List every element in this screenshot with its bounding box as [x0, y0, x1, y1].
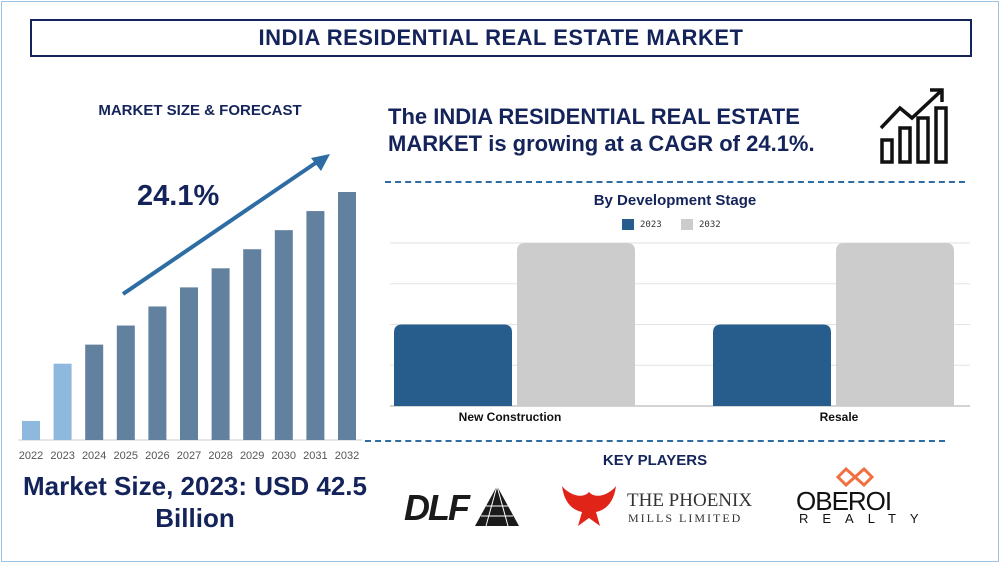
divider	[385, 181, 965, 183]
bar-2030	[274, 230, 293, 440]
year-label: 2023	[50, 450, 75, 462]
bar-2031	[306, 211, 325, 440]
divider	[365, 440, 945, 442]
growth-chart-icon	[879, 88, 948, 164]
category-label: Resale	[819, 410, 859, 424]
phoenix-logo-line2: MILLS LIMITED	[628, 511, 743, 525]
key-players-heading: KEY PLAYERS	[602, 452, 708, 469]
bar-2029	[243, 249, 262, 440]
bar-resale-2032	[836, 243, 954, 406]
cagr-headline: The INDIA RESIDENTIAL REAL ESTATE MARKET…	[388, 104, 815, 156]
phoenix-logo-line1: THE PHOENIX	[627, 490, 753, 511]
market-size-text: Market Size, 2023: USD 42.5 Billion	[23, 471, 367, 533]
year-label: 2025	[113, 450, 139, 462]
bar-2024	[85, 344, 104, 440]
oberoi-emblem-icon	[836, 467, 874, 487]
year-label: 2028	[208, 450, 233, 462]
cagr-annotation: 24.1%	[137, 180, 220, 212]
bar-2028	[211, 268, 230, 440]
forecast-chart	[18, 154, 362, 441]
bar-new-construction-2023	[394, 324, 512, 406]
year-label: 2024	[81, 450, 107, 462]
bar-new-construction-2032	[517, 243, 635, 406]
legend-label: 2032	[699, 219, 721, 230]
dlf-logo: DLF	[404, 487, 470, 528]
year-label: 2027	[176, 450, 202, 462]
year-label: 2030	[271, 450, 297, 462]
year-label: 2032	[334, 450, 360, 462]
bar-2022	[22, 420, 40, 440]
arrow-head	[311, 154, 330, 171]
bar-2032	[338, 192, 356, 440]
growth-arrow	[121, 158, 322, 296]
year-label: 2031	[303, 450, 328, 462]
dlf-triangle-icon	[475, 486, 519, 527]
bar-2026	[148, 306, 167, 440]
development-stage-chart	[390, 242, 970, 407]
bar-2023	[53, 363, 72, 440]
legend-item-2032: 2032	[681, 219, 721, 230]
year-label: 2029	[239, 450, 265, 462]
legend-swatch	[622, 219, 634, 230]
legend-swatch	[681, 219, 693, 230]
bar-2027	[180, 287, 198, 440]
page-title: INDIA RESIDENTIAL REAL ESTATE MARKET	[30, 19, 972, 57]
year-label: 2022	[18, 450, 44, 462]
category-label: New Construction	[458, 410, 562, 424]
legend-label: 2023	[640, 219, 662, 230]
bar-resale-2023	[713, 324, 831, 406]
oberoi-logo-line1: OBEROI	[796, 486, 892, 516]
market-size-heading: MARKET SIZE & FORECAST	[98, 102, 302, 119]
bar-2025	[116, 325, 135, 440]
phoenix-bird-icon	[562, 486, 616, 526]
legend-item-2023: 2023	[622, 219, 662, 230]
year-label: 2026	[145, 450, 170, 462]
development-stage-title: By Development Stage	[593, 192, 757, 209]
oberoi-logo-line2: REALTY	[799, 511, 933, 526]
